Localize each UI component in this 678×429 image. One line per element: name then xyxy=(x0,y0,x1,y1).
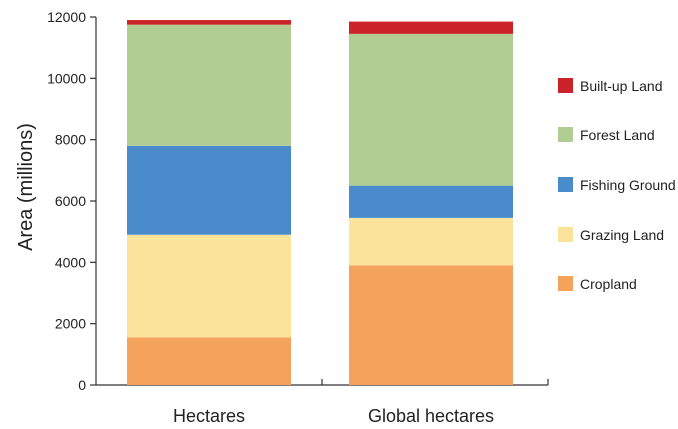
bar-segment-cropland xyxy=(127,337,291,385)
legend-swatch xyxy=(558,227,573,242)
y-tick-label: 10000 xyxy=(47,70,86,86)
y-tick-label: 8000 xyxy=(55,132,86,148)
bar-segment-built-up-land xyxy=(349,21,513,34)
bar-segment-grazing-land xyxy=(127,234,291,338)
legend-label: Fishing Ground xyxy=(580,177,676,193)
legend-label: Forest Land xyxy=(580,127,655,143)
bar-segment-built-up-land xyxy=(127,20,291,25)
legend-swatch xyxy=(558,177,573,192)
legend-label: Grazing Land xyxy=(580,227,664,243)
x-category-label: Global hectares xyxy=(368,406,494,426)
bar-segment-fishing-ground xyxy=(127,145,291,235)
bar-segment-forest-land xyxy=(127,24,291,146)
y-tick-label: 2000 xyxy=(55,316,86,332)
bar-segment-fishing-ground xyxy=(349,185,513,218)
x-category-label: Hectares xyxy=(173,406,245,426)
y-axis: 0 2000 4000 6000 8000 10000 12000 xyxy=(47,9,97,393)
legend-swatch xyxy=(558,127,573,142)
y-tick-label: 6000 xyxy=(55,193,86,209)
bar-segment-grazing-land xyxy=(349,217,513,266)
y-tick-label: 12000 xyxy=(47,9,86,25)
bar-segment-forest-land xyxy=(349,33,513,186)
legend-swatch xyxy=(558,78,573,93)
legend-label: Cropland xyxy=(580,276,637,292)
legend-label: Built-up Land xyxy=(580,78,663,94)
x-axis: Hectares Global hectares xyxy=(96,379,549,426)
y-tick-label: 0 xyxy=(78,377,86,393)
bar-segment-cropland xyxy=(349,265,513,385)
legend-swatch xyxy=(558,276,573,291)
y-axis-label: Area (millions) xyxy=(15,123,37,251)
legend: Built-up Land Forest Land Fishing Ground Gr… xyxy=(558,78,676,292)
bars xyxy=(127,20,513,385)
y-tick-label: 4000 xyxy=(55,254,86,270)
